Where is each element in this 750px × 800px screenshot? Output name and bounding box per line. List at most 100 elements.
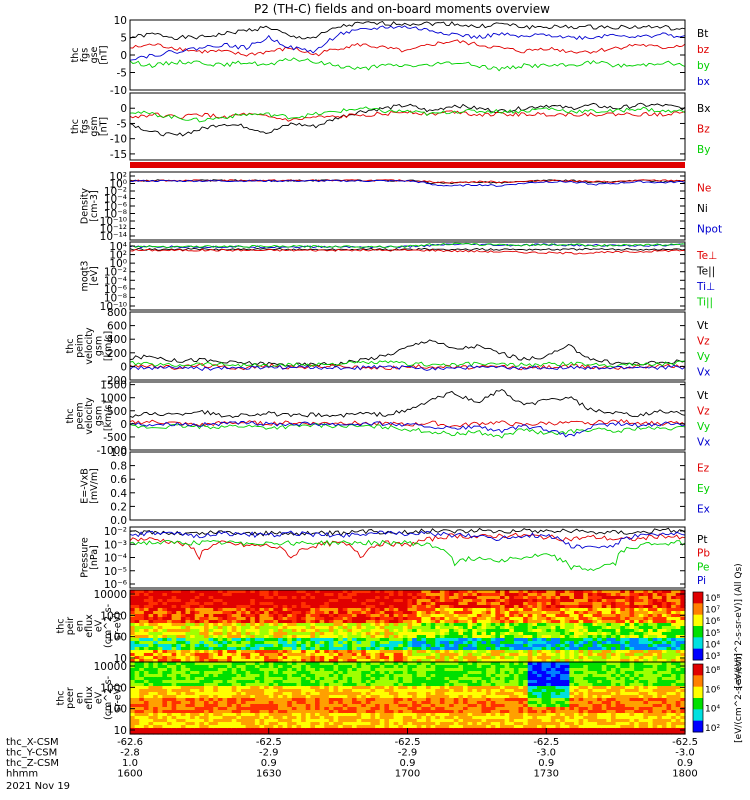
heatmap-cell [412,593,418,597]
heatmap-cell [231,611,237,615]
heatmap-cell [375,713,381,717]
heatmap-cell [416,686,422,690]
heatmap-cell [426,647,432,651]
heatmap-cell [463,629,469,633]
heatmap-cell [315,665,321,669]
heatmap-cell [328,593,335,597]
heatmap-cell [532,653,538,657]
heatmap-cell [333,674,339,678]
heatmap-cell [222,599,228,603]
heatmap-cell [416,653,422,657]
heatmap-cell [217,719,224,723]
heatmap-cell [171,704,177,708]
heatmap-cell [458,635,464,639]
heatmap-cell [273,605,279,609]
heatmap-cell [587,617,594,621]
heatmap-cell [389,662,395,666]
heatmap-cell [287,680,293,684]
heatmap-cell [130,677,136,681]
heatmap-cell [167,731,173,735]
heatmap-cell [449,638,455,642]
heatmap-cell [305,650,311,654]
heatmap-cell [278,677,284,681]
heatmap-cell [361,725,367,729]
heatmap-cell [398,629,404,633]
heatmap-cell [291,644,298,648]
heatmap-cell [439,608,446,612]
heatmap-cell [190,635,196,639]
heatmap-cell [541,590,547,594]
heatmap-cell [208,602,214,606]
heatmap-cell [204,665,210,669]
heatmap-cell [365,695,372,699]
heatmap-cell [597,620,603,624]
heatmap-cell [421,635,427,639]
panel-peim-velocity: -2000200400600800thcpeimvelocitygsm[km/s… [65,307,710,387]
heatmap-cell [338,671,344,675]
heatmap-cell [208,650,214,654]
heatmap-cell [268,701,274,705]
heatmap-cell [671,605,677,609]
heatmap-cell [194,716,200,720]
heatmap-cell [268,659,274,663]
heatmap-cell [194,650,200,654]
heatmap-cell [365,674,372,678]
heatmap-cell [611,617,617,621]
heatmap-cell [315,677,321,681]
heatmap-cell [578,656,584,660]
heatmap-cell [444,611,450,615]
heatmap-cell [421,704,427,708]
heatmap-cell [458,605,464,609]
heatmap-cell [680,629,686,633]
heatmap-cell [490,599,496,603]
heatmap-cell [171,647,177,651]
heatmap-cell [139,632,145,636]
heatmap-cell [513,635,520,639]
y-tick-label: 10000 [94,589,127,601]
heatmap-cell [204,722,210,726]
heatmap-cell [379,665,385,669]
heatmap-cell [361,686,367,690]
heatmap-cell [148,653,154,657]
heatmap-cell [370,641,376,645]
heatmap-cell [375,716,381,720]
heatmap-cell [301,611,307,615]
heatmap-cell [305,590,311,594]
heatmap-cell [208,719,214,723]
y-tick-label: 1000 [100,393,127,405]
heatmap-cell [453,602,459,606]
heatmap-cell [259,632,265,636]
heatmap-cell [310,593,316,597]
heatmap-cell [268,689,274,693]
heatmap-cell [384,704,390,708]
heatmap-cell [352,620,358,624]
heatmap-cell [481,665,487,669]
heatmap-cell [153,692,159,696]
heatmap-cell [319,641,325,645]
heatmap-cell [268,680,274,684]
heatmap-cell [458,680,464,684]
heatmap-cell [407,710,413,714]
heatmap-cell [268,704,274,708]
heatmap-cell [578,626,584,630]
heatmap-cell [338,599,344,603]
heatmap-cell [204,593,210,597]
heatmap-cell [328,683,335,687]
heatmap-cell [352,719,358,723]
heatmap-cell [282,683,288,687]
heatmap-cell [398,719,404,723]
heatmap-cell [333,602,339,606]
heatmap-cell [143,680,150,684]
heatmap-cell [139,722,145,726]
heatmap-cell [416,671,422,675]
heatmap-cell [421,695,427,699]
heatmap-cell [412,647,418,651]
heatmap-cell [130,650,136,654]
heatmap-cell [245,614,251,618]
heatmap-cell [199,638,205,642]
heatmap-cell [176,731,182,735]
heatmap-cell [148,656,154,660]
heatmap-cell [134,671,140,675]
heatmap-cell [412,695,418,699]
heatmap-cell [301,659,307,663]
